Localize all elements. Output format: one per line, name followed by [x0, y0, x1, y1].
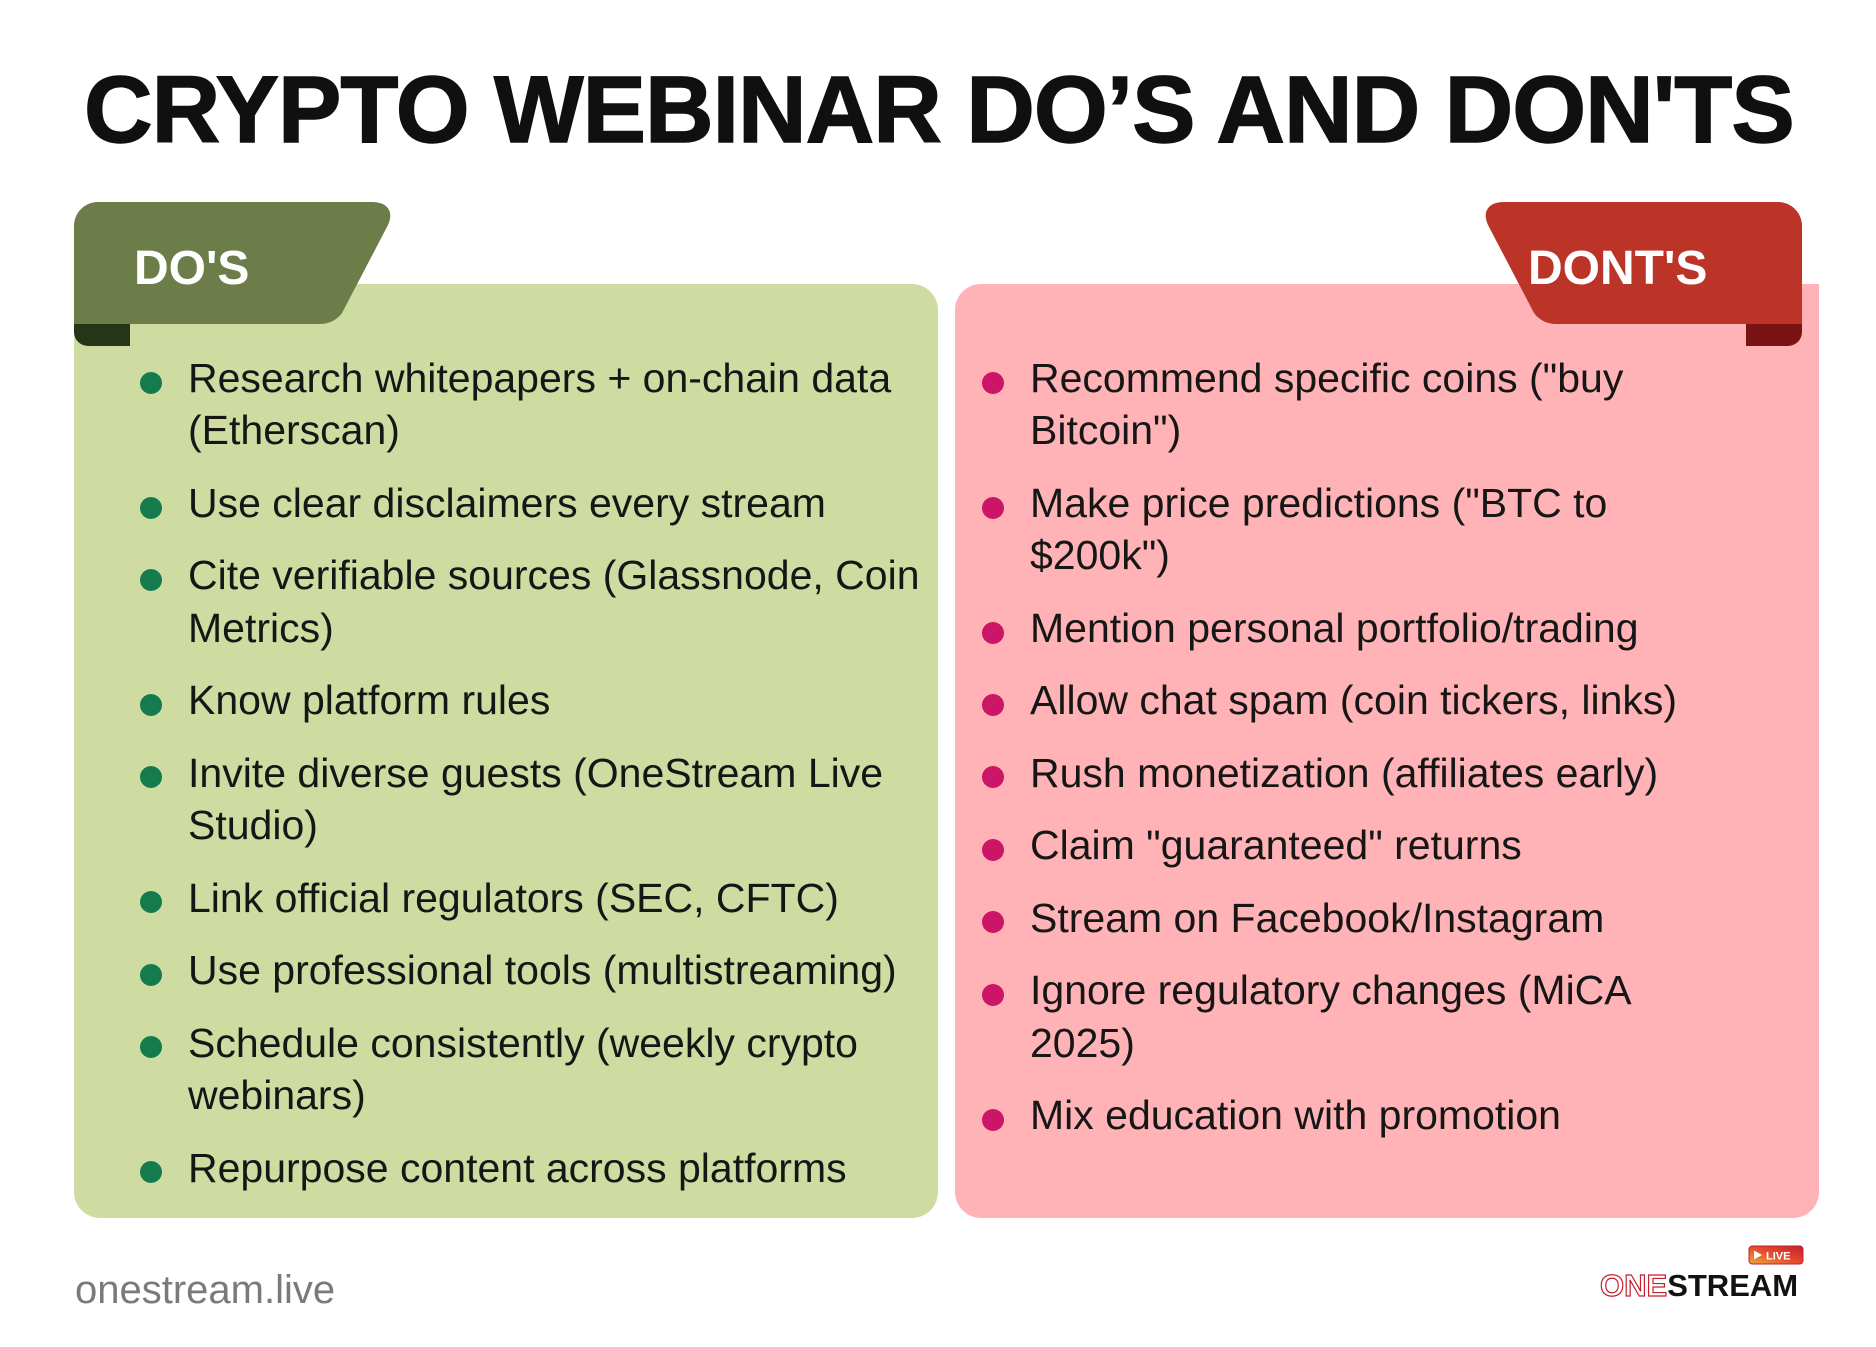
- svg-text:LIVE: LIVE: [1766, 1251, 1790, 1263]
